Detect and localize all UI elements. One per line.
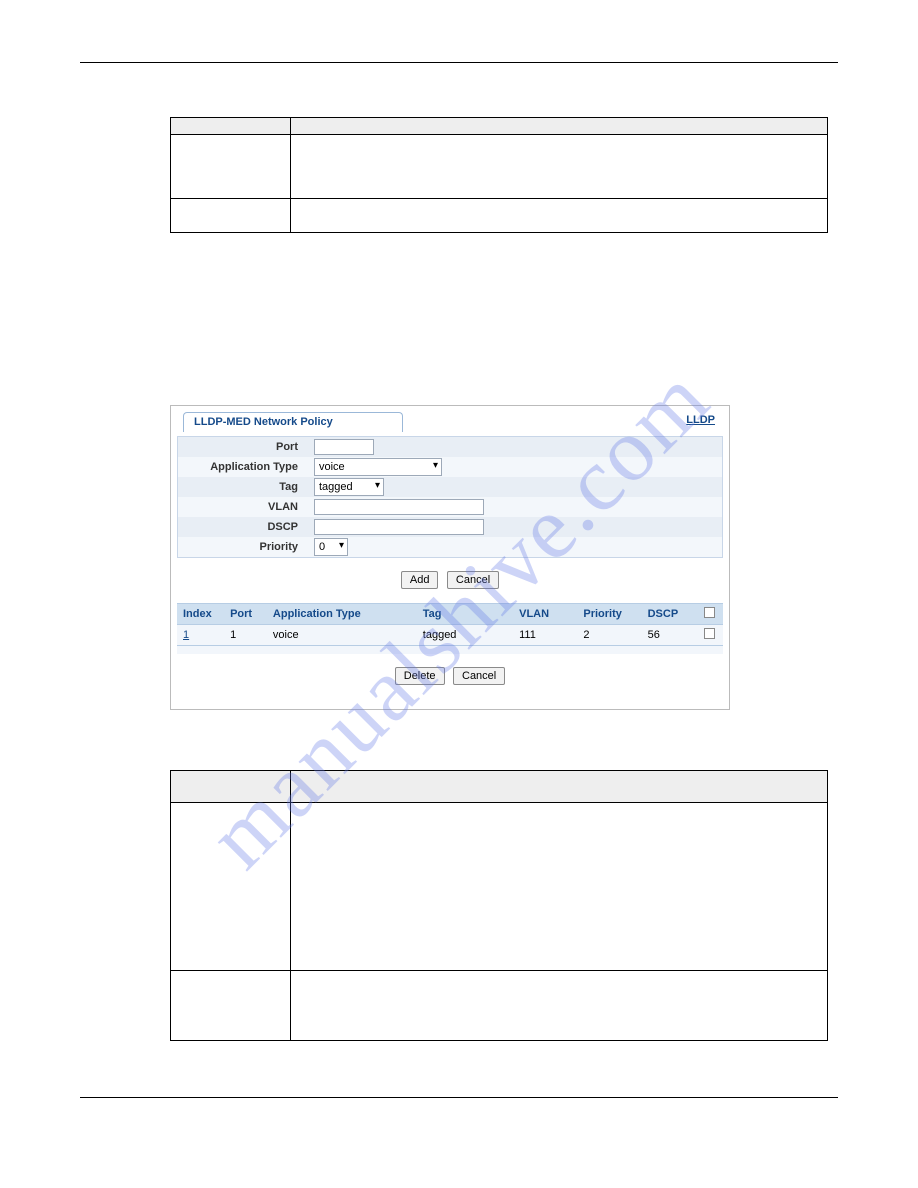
t2-h1 — [171, 770, 291, 802]
prio-label: Priority — [178, 541, 310, 553]
row-priority: 2 — [577, 625, 641, 646]
cancel-button-2[interactable]: Cancel — [453, 667, 505, 685]
policy-grid: Index Port Application Type Tag VLAN Pri… — [177, 603, 723, 654]
col-check — [695, 604, 723, 625]
t1-r2c2 — [291, 199, 828, 233]
dscp-input[interactable] — [314, 519, 484, 535]
add-button[interactable]: Add — [401, 571, 439, 589]
prio-value: 0 — [319, 541, 325, 553]
t2-h2 — [291, 770, 828, 802]
col-tag: Tag — [417, 604, 513, 625]
grid-row: 1 1 voice tagged 111 2 56 — [177, 625, 723, 646]
lldp-screenshot: LLDP-MED Network Policy LLDP Port Applic… — [170, 405, 730, 710]
vlan-label: VLAN — [178, 501, 310, 513]
t2-r2c1 — [171, 970, 291, 1040]
prio-select[interactable]: 0 — [314, 538, 348, 556]
tag-select[interactable]: tagged — [314, 478, 384, 496]
row-vlan: 111 — [513, 625, 577, 646]
t1-r1c2 — [291, 135, 828, 199]
delete-button[interactable]: Delete — [395, 667, 445, 685]
spec-table-2 — [170, 770, 828, 1041]
row-tag: tagged — [417, 625, 513, 646]
t1-h1 — [171, 118, 291, 135]
col-port: Port — [224, 604, 267, 625]
row-port: 1 — [224, 625, 267, 646]
t1-r2c1 — [171, 199, 291, 233]
lldp-link[interactable]: LLDP — [686, 414, 715, 426]
tab-network-policy[interactable]: LLDP-MED Network Policy — [183, 412, 403, 432]
col-apptype: Application Type — [267, 604, 417, 625]
apptype-label: Application Type — [178, 461, 310, 473]
vlan-input[interactable] — [314, 499, 484, 515]
apptype-value: voice — [319, 461, 345, 473]
apptype-select[interactable]: voice — [314, 458, 442, 476]
t2-r1c1 — [171, 802, 291, 970]
cancel-button[interactable]: Cancel — [447, 571, 499, 589]
col-priority: Priority — [577, 604, 641, 625]
col-dscp: DSCP — [642, 604, 696, 625]
row-index[interactable]: 1 — [183, 629, 189, 641]
port-label: Port — [178, 441, 310, 453]
t1-r1c1 — [171, 135, 291, 199]
col-vlan: VLAN — [513, 604, 577, 625]
row-dscp: 56 — [642, 625, 696, 646]
row-apptype: voice — [267, 625, 417, 646]
top-rule — [80, 62, 838, 63]
spec-table-1 — [170, 117, 828, 233]
form-panel: Port Application Type voice Tag tagged — [177, 436, 723, 558]
port-input[interactable] — [314, 439, 374, 455]
t2-r1c2 — [291, 802, 828, 970]
t1-h2 — [291, 118, 828, 135]
tag-value: tagged — [319, 481, 353, 493]
grid-footer — [177, 646, 723, 654]
dscp-label: DSCP — [178, 521, 310, 533]
col-index: Index — [177, 604, 224, 625]
bottom-rule — [80, 1097, 838, 1098]
t2-r2c2 — [291, 970, 828, 1040]
check-all[interactable] — [704, 607, 715, 618]
row-check[interactable] — [704, 628, 715, 639]
tag-label: Tag — [178, 481, 310, 493]
